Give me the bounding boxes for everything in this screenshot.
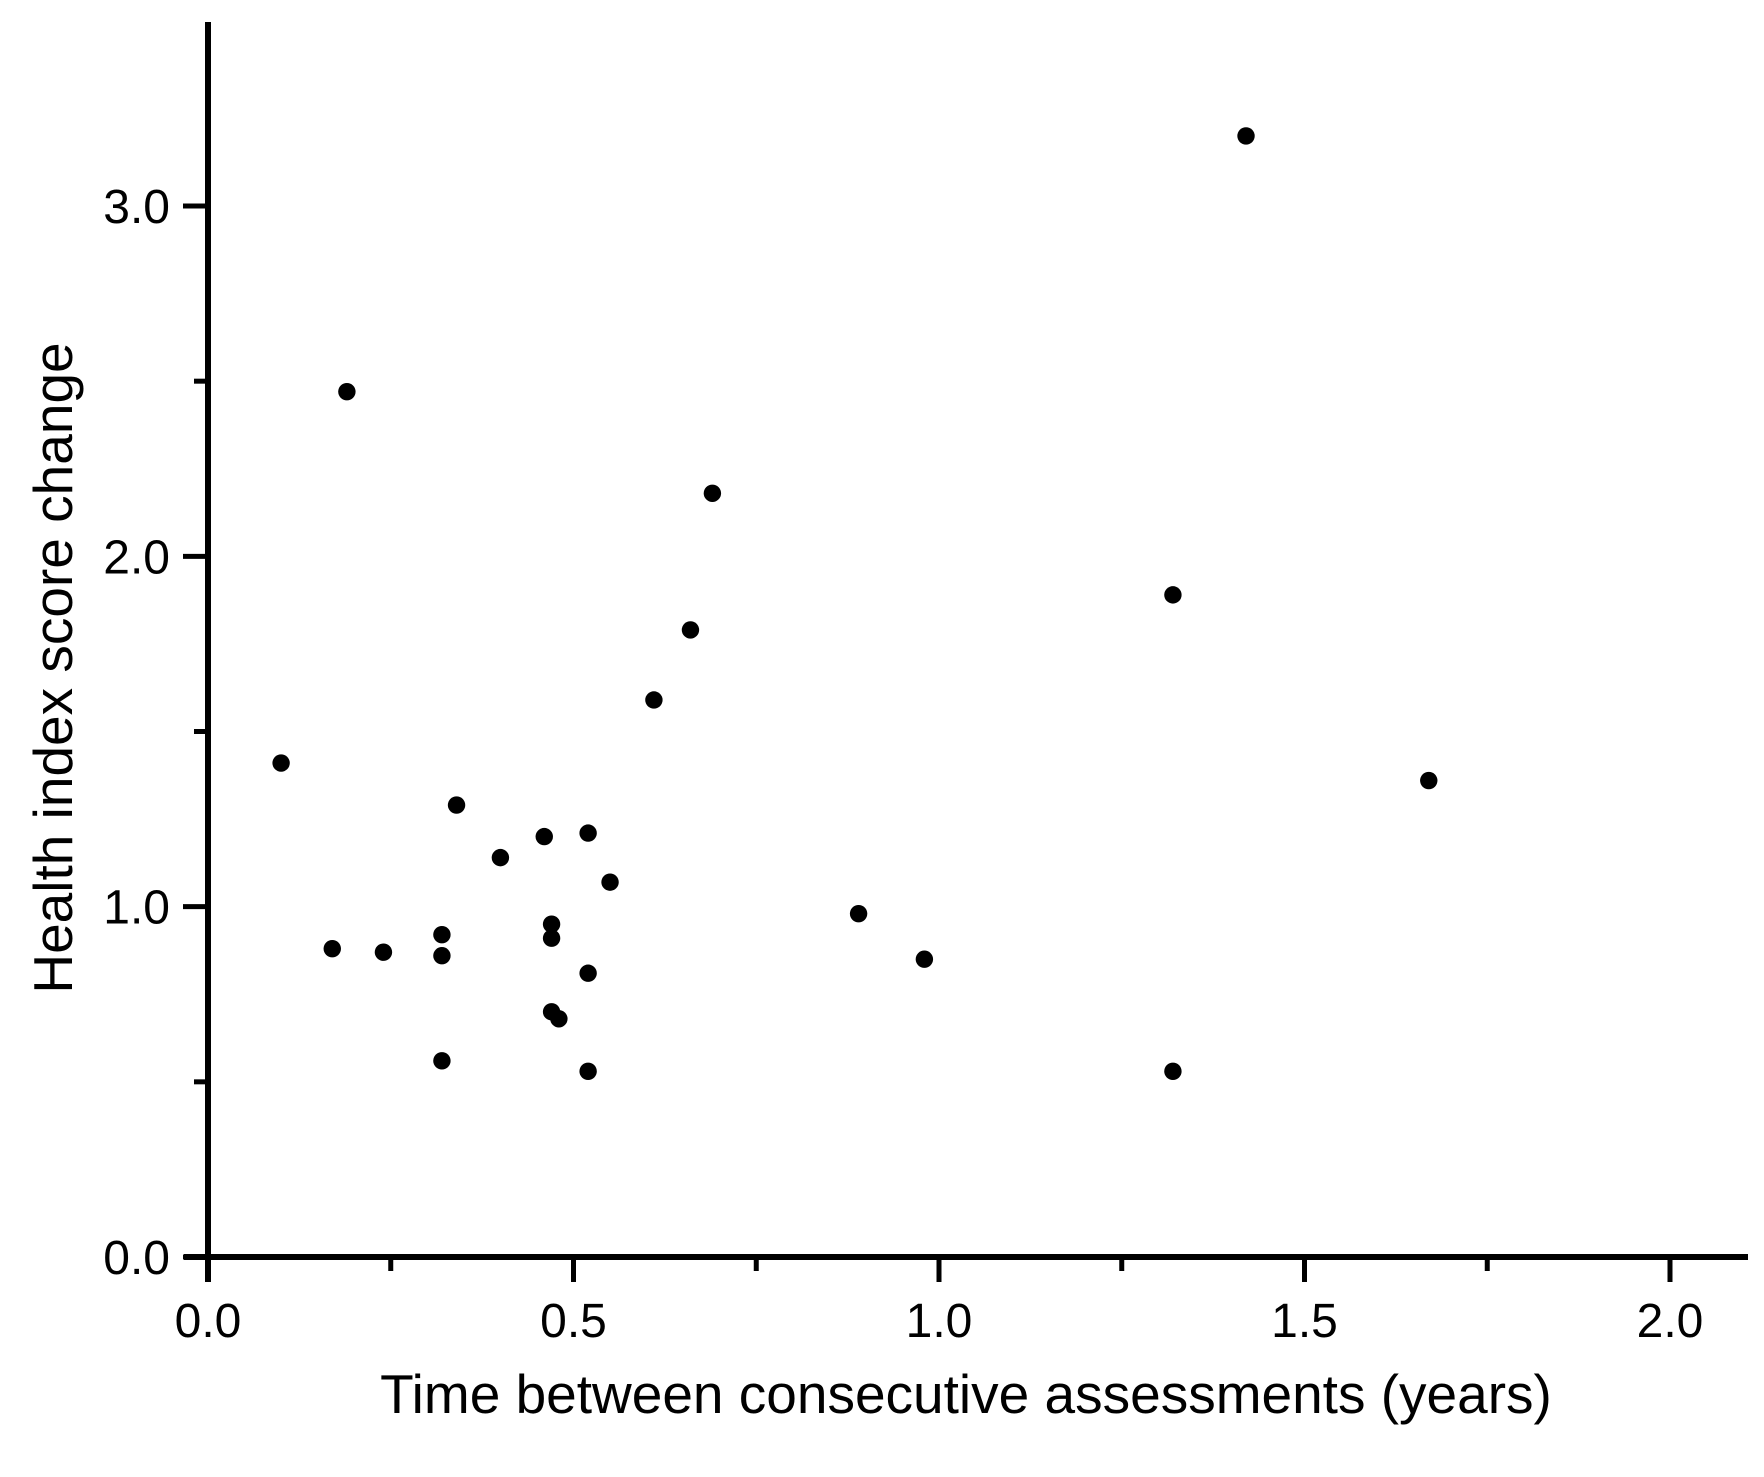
y-axis-title: Health index score change [22, 342, 84, 993]
y-tick-label: 0.0 [103, 1232, 170, 1285]
data-point [433, 947, 451, 965]
data-point [374, 943, 393, 961]
data-point [323, 940, 341, 958]
data-point [849, 904, 868, 923]
data-point [579, 824, 597, 842]
data-point [645, 691, 663, 709]
y-tick-label: 3.0 [103, 181, 170, 234]
data-points [272, 127, 1438, 1081]
data-point [1164, 1062, 1182, 1081]
x-axis-title: Time between consecutive assessments (ye… [380, 1363, 1552, 1425]
data-point [601, 873, 619, 891]
data-point [550, 1010, 568, 1028]
data-point [433, 925, 451, 944]
data-point [1237, 127, 1255, 145]
data-point [681, 621, 700, 639]
data-point [447, 796, 466, 814]
data-point [915, 950, 934, 968]
data-point [579, 1062, 597, 1081]
y-tick-label: 2.0 [103, 531, 170, 584]
data-point [535, 827, 553, 846]
data-point [433, 1052, 451, 1070]
data-point [272, 754, 290, 772]
axis-tick-labels: 0.0 0.5 1.0 1.5 2.0 0.0 1.0 2.0 3.0 [103, 181, 1703, 1348]
data-point [338, 382, 356, 401]
y-tick-label: 1.0 [103, 882, 170, 935]
axis-ticks [183, 203, 1673, 1282]
x-tick-label: 0.5 [540, 1295, 607, 1348]
data-point [491, 848, 510, 867]
data-point [703, 484, 722, 502]
data-point [579, 964, 597, 982]
axes [184, 22, 1748, 1282]
x-tick-label: 1.5 [1271, 1295, 1338, 1348]
data-point [1420, 771, 1438, 790]
x-tick-label: 1.0 [906, 1295, 973, 1348]
x-tick-label: 2.0 [1637, 1295, 1704, 1348]
data-point [542, 915, 561, 933]
data-point [542, 929, 561, 947]
x-tick-label: 0.0 [175, 1295, 242, 1348]
data-point [1164, 586, 1182, 604]
